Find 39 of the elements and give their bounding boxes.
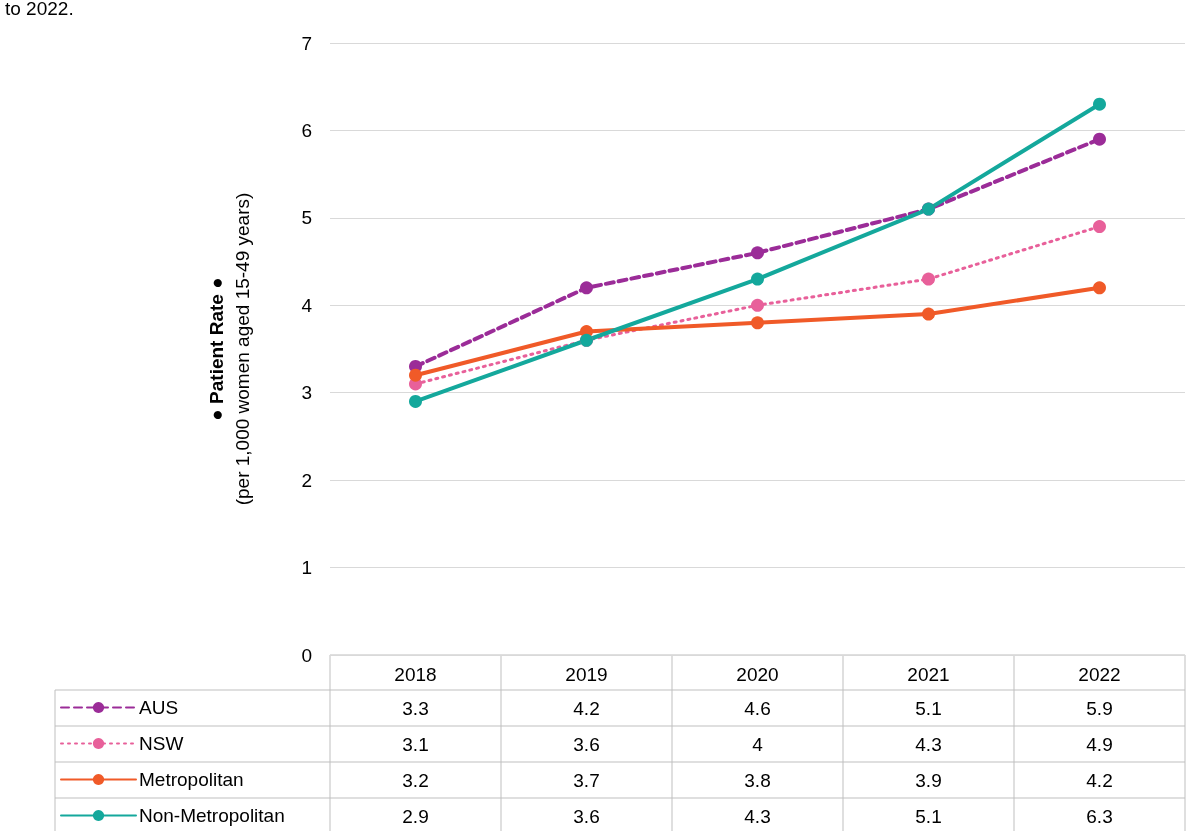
data-label: 4.2	[573, 697, 600, 719]
data-label: 5.9	[1086, 697, 1113, 719]
legend-label: Metropolitan	[139, 769, 244, 790]
legend-label: Non-Metropolitan	[139, 805, 285, 826]
y-tick-label: 0	[301, 644, 312, 666]
text: to 2022.	[5, 0, 74, 19]
x-tick-label: 2020	[736, 664, 779, 685]
data-label: 4.9	[1086, 733, 1113, 755]
data-label: 3.1	[402, 733, 429, 755]
data-label: 4	[752, 733, 764, 755]
y-axis-title: ● Patient Rate ● (per 1,000 women aged 15-49 years)	[205, 192, 253, 506]
y-tick-label: 3	[301, 382, 312, 404]
y-tick-label: 1	[301, 557, 312, 579]
y-tick-label: 6	[301, 119, 312, 141]
data-label: 3.8	[744, 769, 771, 791]
data-label: 5.1	[915, 697, 942, 719]
x-tick-label: 2021	[907, 664, 950, 685]
data-label: 3.6	[573, 733, 600, 755]
data-label: 3.9	[915, 769, 942, 791]
data-label: 4.3	[744, 805, 771, 827]
data-label: 3.7	[573, 769, 600, 791]
legend-label: NSW	[139, 733, 184, 754]
y-tick-label: 5	[301, 207, 312, 229]
x-tick-label: 2019	[565, 664, 608, 685]
x-tick-label: 2022	[1078, 664, 1121, 685]
y-tick-label: 7	[301, 32, 312, 54]
data-label: 6.3	[1086, 805, 1113, 827]
data-label: 4.6	[744, 697, 771, 719]
data-label: 3.6	[573, 805, 600, 827]
x-tick-label: 2018	[394, 664, 437, 685]
data-label: 4.3	[915, 733, 942, 755]
y-tick-label: 2	[301, 469, 312, 491]
data-label: 3.3	[402, 697, 429, 719]
data-label: 4.2	[1086, 769, 1113, 791]
data-label: 5.1	[915, 805, 942, 827]
data-label: 3.2	[402, 769, 429, 791]
y-tick-label: 4	[301, 294, 313, 316]
data-label: 2.9	[402, 805, 429, 827]
legend-label: AUS	[139, 697, 179, 718]
